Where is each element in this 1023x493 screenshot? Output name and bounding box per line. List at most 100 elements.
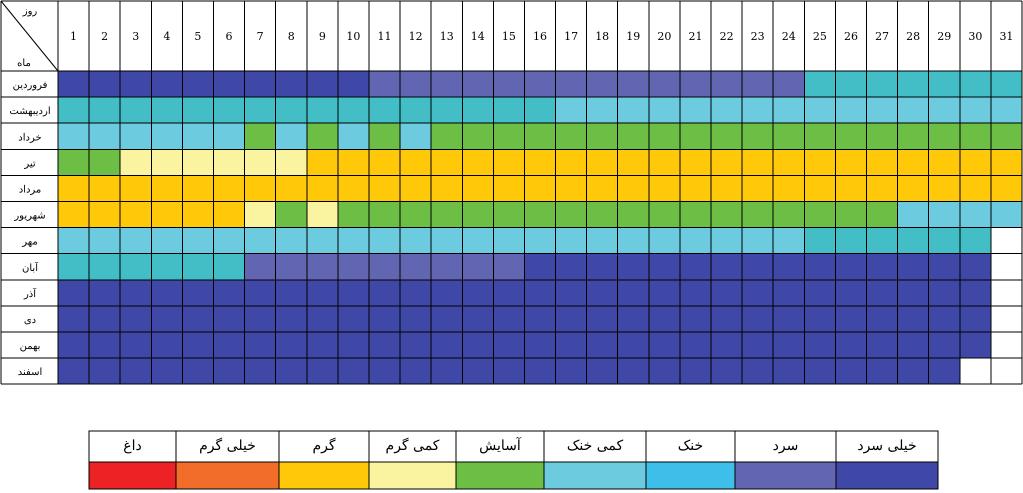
heatmap-cell (400, 332, 432, 359)
legend-swatch (175, 461, 280, 490)
month-label: شهریور (13, 211, 45, 222)
heatmap-cell (679, 175, 712, 202)
heatmap-cell (555, 201, 587, 228)
heatmap-cell (648, 175, 680, 202)
heatmap-cell (897, 149, 929, 176)
heatmap-cell (89, 227, 121, 254)
heatmap-cell (400, 123, 432, 150)
heatmap-cell (182, 332, 214, 359)
heatmap-cell (928, 123, 960, 150)
heatmap-cell (213, 123, 245, 150)
heatmap-cell (524, 97, 556, 124)
heatmap-cell (337, 97, 369, 124)
heatmap-cell (368, 332, 401, 359)
heatmap-cell (742, 358, 774, 385)
heatmap-cell (275, 332, 307, 359)
month-label: مهر (21, 237, 37, 248)
heatmap-cell (337, 253, 369, 280)
heatmap-cell (182, 279, 214, 306)
heatmap-cell (89, 332, 121, 359)
heatmap-cell (648, 253, 680, 280)
heatmap-cell (959, 358, 991, 385)
heatmap-cell (89, 123, 121, 150)
heatmap-cell (959, 149, 991, 176)
day-label: 5 (194, 30, 201, 43)
heatmap-cell (337, 175, 369, 202)
heatmap-cell (368, 71, 401, 98)
heatmap-cell (275, 97, 307, 124)
heatmap-cell (773, 279, 805, 306)
day-label: 16 (533, 30, 547, 43)
heatmap-cell (89, 201, 121, 228)
heatmap-cell (617, 332, 649, 359)
heatmap-cell (400, 358, 432, 385)
heatmap-cell (773, 227, 805, 254)
heatmap-cell (742, 97, 774, 124)
heatmap-cell (866, 332, 898, 359)
heatmap-cell (58, 123, 90, 150)
legend-swatch (278, 461, 370, 490)
heatmap-cell (555, 175, 587, 202)
heatmap-cell (151, 279, 183, 306)
heatmap-cell (306, 123, 338, 150)
heatmap-cell (244, 201, 276, 228)
heatmap-cell (151, 253, 183, 280)
heatmap-cell (990, 279, 1022, 306)
heatmap-cell (711, 253, 743, 280)
heatmap-cell (431, 201, 463, 228)
heatmap-cell (368, 358, 401, 385)
heatmap-cell (866, 201, 898, 228)
legend-label: داغ (123, 438, 141, 454)
heatmap-cell (58, 149, 90, 176)
heatmap-cell (990, 227, 1022, 254)
heatmap-cell (213, 279, 245, 306)
heatmap-cell (524, 253, 556, 280)
heatmap-cell (431, 149, 463, 176)
heatmap-cell (120, 332, 152, 359)
heatmap-cell (648, 227, 680, 254)
heatmap-cell (89, 305, 121, 332)
heatmap-cell (493, 175, 525, 202)
heatmap-cell (337, 332, 369, 359)
day-label: 17 (564, 30, 578, 43)
heatmap-cell (306, 253, 338, 280)
heatmap-cell (773, 201, 805, 228)
heatmap-cell (617, 305, 649, 332)
day-label: 6 (226, 30, 233, 43)
heatmap-cell (306, 149, 338, 176)
heatmap-cell (151, 358, 183, 385)
heatmap-cell (151, 175, 183, 202)
heatmap-cell (368, 201, 401, 228)
heatmap-cell (120, 358, 152, 385)
heatmap-cell (151, 201, 183, 228)
day-label: 29 (937, 30, 951, 43)
heatmap-cell (959, 175, 991, 202)
heatmap-cell (897, 358, 929, 385)
heatmap-cell (462, 305, 494, 332)
heatmap-cell (524, 279, 556, 306)
heatmap-cell (431, 71, 463, 98)
heatmap-cell (679, 332, 712, 359)
heatmap-cell (151, 227, 183, 254)
day-label: 7 (257, 30, 264, 43)
heatmap-cell (182, 358, 214, 385)
heatmap-cell (742, 123, 774, 150)
heatmap-cell (213, 332, 245, 359)
heatmap-cell (368, 253, 401, 280)
heatmap-cell (742, 332, 774, 359)
heatmap-cell (959, 253, 991, 280)
heatmap-cell (555, 253, 587, 280)
heatmap-cell (493, 71, 525, 98)
heatmap-cell (58, 97, 90, 124)
heatmap-cell (151, 305, 183, 332)
day-label: 9 (319, 30, 326, 43)
heatmap-cell (804, 123, 836, 150)
legend-label: سرد (773, 438, 799, 454)
heatmap-cell (711, 175, 743, 202)
heatmap-cell (679, 227, 712, 254)
heatmap-cell (617, 175, 649, 202)
heatmap-cell (58, 175, 90, 202)
heatmap-cell (213, 305, 245, 332)
heatmap-cell (431, 279, 463, 306)
